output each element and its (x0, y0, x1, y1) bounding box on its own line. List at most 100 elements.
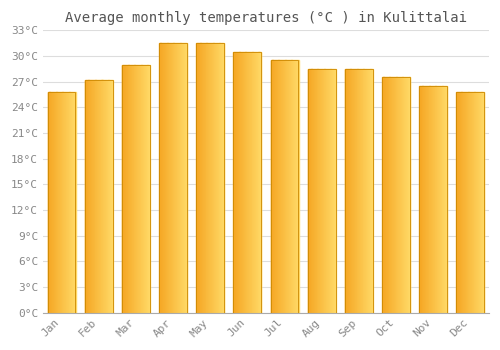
Bar (52, 92, 53, 313)
Bar (146, 65, 147, 313)
Bar (330, 69, 331, 313)
Bar (179, 43, 180, 313)
Bar (406, 77, 407, 313)
Bar (464, 92, 466, 313)
Bar (445, 86, 446, 313)
Bar (53, 92, 54, 313)
Bar (86, 80, 87, 313)
Bar (404, 77, 405, 313)
Bar (434, 86, 435, 313)
Bar (443, 86, 444, 313)
Bar (111, 80, 112, 313)
Bar (85, 80, 86, 313)
Bar (469, 92, 470, 313)
Bar (283, 60, 284, 313)
Bar (252, 52, 253, 313)
Bar (133, 65, 134, 313)
Bar (297, 60, 298, 313)
Bar (436, 86, 437, 313)
Bar (182, 43, 183, 313)
Bar (294, 60, 295, 313)
Bar (175, 43, 176, 313)
Bar (60, 92, 61, 313)
Bar (397, 77, 398, 313)
Bar (222, 43, 223, 313)
Bar (163, 43, 164, 313)
Bar (261, 52, 262, 313)
Bar (209, 43, 210, 313)
Bar (421, 86, 422, 313)
Bar (75, 92, 76, 313)
Bar (427, 86, 428, 313)
Bar (258, 52, 259, 313)
Bar (247, 52, 248, 313)
Bar (385, 77, 386, 313)
Bar (259, 52, 260, 313)
Bar (180, 43, 181, 313)
Bar (332, 69, 333, 313)
Bar (324, 69, 325, 313)
Bar (323, 69, 324, 313)
Bar (399, 77, 400, 313)
Bar (408, 77, 409, 313)
Bar (405, 77, 406, 313)
Bar (136, 65, 137, 313)
Bar (366, 69, 367, 313)
Bar (199, 43, 200, 313)
Bar (335, 69, 336, 313)
Bar (464, 92, 465, 313)
Bar (96, 80, 97, 313)
Bar (320, 69, 322, 313)
Bar (173, 43, 174, 313)
Bar (99, 80, 100, 313)
Bar (369, 69, 370, 313)
Bar (95, 80, 96, 313)
Bar (124, 65, 125, 313)
Bar (482, 92, 483, 313)
Bar (346, 69, 347, 313)
Bar (483, 92, 484, 313)
Bar (56, 92, 57, 313)
Bar (215, 43, 216, 313)
Bar (239, 52, 240, 313)
Bar (165, 43, 166, 313)
Bar (98, 80, 100, 313)
Bar (349, 69, 350, 313)
Bar (124, 65, 126, 313)
Bar (290, 60, 291, 313)
Bar (65, 92, 66, 313)
Bar (184, 43, 185, 313)
Bar (172, 43, 173, 313)
Bar (471, 92, 472, 313)
Bar (149, 65, 150, 313)
Bar (110, 80, 111, 313)
Bar (456, 92, 484, 313)
Bar (177, 43, 178, 313)
Bar (108, 80, 109, 313)
Bar (431, 86, 432, 313)
Bar (198, 43, 199, 313)
Bar (428, 86, 429, 313)
Bar (433, 86, 434, 313)
Bar (309, 69, 310, 313)
Bar (288, 60, 289, 313)
Bar (59, 92, 60, 313)
Bar (440, 86, 441, 313)
Bar (426, 86, 427, 313)
Bar (166, 43, 167, 313)
Bar (356, 69, 357, 313)
Bar (462, 92, 463, 313)
Bar (315, 69, 316, 313)
Bar (471, 92, 472, 313)
Bar (253, 52, 254, 313)
Bar (390, 77, 391, 313)
Bar (409, 77, 410, 313)
Bar (272, 60, 273, 313)
Bar (66, 92, 67, 313)
Bar (477, 92, 478, 313)
Bar (420, 86, 421, 313)
Bar (176, 43, 178, 313)
Bar (419, 86, 447, 313)
Bar (244, 52, 245, 313)
Bar (54, 92, 55, 313)
